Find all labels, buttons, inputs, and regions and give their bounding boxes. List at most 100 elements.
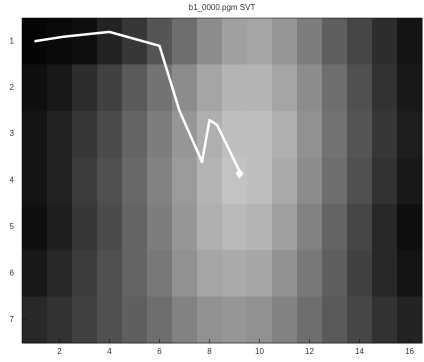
heatmap-cell [372,18,398,65]
heatmap-cell [297,64,323,111]
heatmap-cell [172,157,198,204]
heatmap-cell [347,64,373,111]
heatmap-cell [397,111,423,158]
heatmap-cell [47,204,73,251]
heatmap-cell [172,250,198,297]
heatmap-cell [172,111,198,158]
heatmap-cell [97,111,123,158]
heatmap-cell [122,157,148,204]
heatmap-cell [347,157,373,204]
heatmap-cell [247,250,273,297]
heatmap-cell [397,157,423,204]
heatmap-cell [322,157,348,204]
heatmap-cell [247,204,273,251]
heatmap-cell [397,297,423,344]
heatmap-cell [97,18,123,65]
heatmap-cell [47,64,73,111]
heatmap-cell [297,111,323,158]
heatmap-cell [297,18,323,65]
heatmap-cell [47,250,73,297]
y-tick-label: 6 [10,268,15,277]
heatmap-cell [247,18,273,65]
heatmap-cell [47,111,73,158]
y-tick-label: 1 [10,36,15,45]
x-tick-label: 10 [255,347,264,356]
heatmap-cell [72,157,98,204]
heatmap-cell [147,250,173,297]
page: b1_0000.pgm SVT 2468101214161234567 (() … [0,0,424,362]
heatmap-cell [322,250,348,297]
heatmap-cell [347,204,373,251]
heatmap-cell [347,297,373,344]
x-tick-label: 2 [57,347,62,356]
heatmap-cell [372,250,398,297]
x-tick-label: 12 [305,347,314,356]
heatmap-cell [397,204,423,251]
heatmap-cell [247,297,273,344]
heatmap-cell [322,111,348,158]
heatmap-cell [347,18,373,65]
heatmap-cell [397,18,423,65]
heatmap-cell [122,111,148,158]
heatmap-cell [72,18,98,65]
heatmap-cell [272,111,298,158]
heatmap-cell [72,297,98,344]
heatmap-cell [147,18,173,65]
heatmap-cell [347,250,373,297]
heatmap-cell [372,157,398,204]
heatmap-cell [197,204,223,251]
x-tick-label: 16 [405,347,414,356]
heatmap-cell [247,157,273,204]
heatmap-cell [397,64,423,111]
heatmap-cell [97,204,123,251]
heatmap-cell [47,297,73,344]
heatmap-cell [372,204,398,251]
heatmap-cell [222,250,248,297]
heatmap-cell [197,64,223,111]
heatmap-cell [297,204,323,251]
heatmap-cell [97,297,123,344]
heatmap-cell [172,204,198,251]
heatmap-cell [222,111,248,158]
heatmap-cell [197,111,223,158]
heatmap-cell [222,204,248,251]
x-tick-label: 6 [157,347,162,356]
heatmap-cell [222,64,248,111]
heatmap-cell [197,250,223,297]
heatmap-cell [297,297,323,344]
heatmap-cell [347,111,373,158]
heatmap-cell [172,297,198,344]
y-tick-label: 5 [10,222,15,231]
heatmap-cell [147,204,173,251]
heatmap-cell [272,18,298,65]
heatmap-cell [72,250,98,297]
heatmap-cell [372,64,398,111]
heatmap-cell [147,297,173,344]
heatmap-cell [147,111,173,158]
y-tick-label: 4 [10,176,15,185]
heatmap-cell [72,111,98,158]
heatmap-cell [272,204,298,251]
heatmap-cell [322,297,348,344]
y-tick-label: 3 [10,129,15,138]
y-tick-label: 7 [10,315,15,324]
heatmap-cell [222,297,248,344]
heatmap-cell [197,18,223,65]
heatmap-cell [297,157,323,204]
chart: b1_0000.pgm SVT 2468101214161234567 [0,0,424,362]
heatmap-cell [122,204,148,251]
heatmap-cell [172,18,198,65]
heatmap-cell [247,64,273,111]
heatmap-cell [272,64,298,111]
heatmap-cell [172,64,198,111]
heatmap-cell [197,157,223,204]
heatmap-cell [97,250,123,297]
heatmap-cell [272,157,298,204]
heatmap-cell [297,250,323,297]
heatmap-cell [147,157,173,204]
x-tick-label: 8 [207,347,212,356]
chart-title: b1_0000.pgm SVT [189,3,256,12]
heatmap-cell [197,297,223,344]
heatmap-cell [372,111,398,158]
heatmap-cell [47,157,73,204]
